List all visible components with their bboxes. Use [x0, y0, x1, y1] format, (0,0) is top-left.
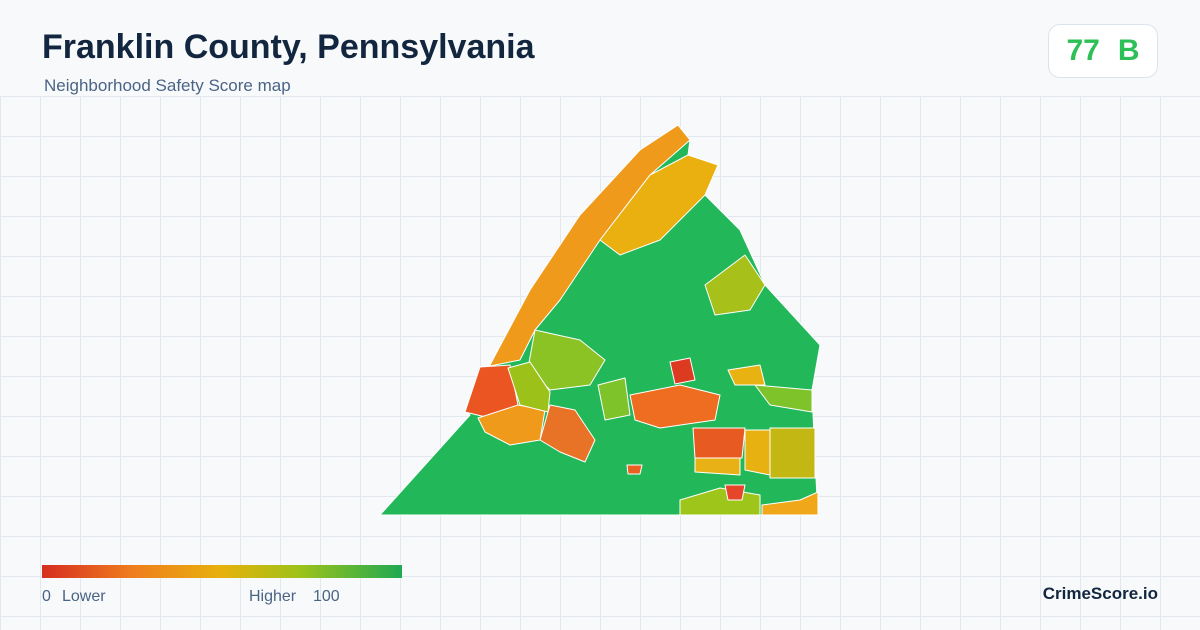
legend-max: 100 — [313, 588, 340, 605]
title: Franklin County, Pennsylvania — [42, 28, 535, 66]
legend-min: 0 — [42, 588, 51, 605]
score-badge: 77 B — [1048, 24, 1158, 78]
map-region — [744, 429, 771, 476]
map-region — [599, 154, 719, 256]
grade: B — [1117, 34, 1140, 67]
map-region — [539, 404, 596, 463]
map-region — [692, 427, 746, 459]
map-region — [629, 384, 721, 429]
map-region — [507, 361, 551, 413]
score: 77 — [1066, 34, 1100, 67]
map-region — [597, 377, 631, 421]
legend-min-label: Lower — [62, 588, 106, 605]
map-region — [724, 484, 746, 501]
map-region — [769, 427, 816, 479]
legend-max-label: Higher — [249, 588, 297, 605]
map-region — [694, 457, 741, 476]
map-region — [727, 364, 766, 386]
map-region — [704, 254, 766, 316]
map-region — [464, 124, 691, 411]
brand: CrimeScore.io — [1042, 584, 1158, 603]
map-region — [754, 384, 813, 413]
map-region — [669, 357, 696, 385]
map-region — [761, 491, 819, 516]
subtitle: Neighborhood Safety Score map — [44, 76, 291, 95]
legend-gradient — [42, 565, 402, 578]
map-region — [626, 464, 643, 475]
